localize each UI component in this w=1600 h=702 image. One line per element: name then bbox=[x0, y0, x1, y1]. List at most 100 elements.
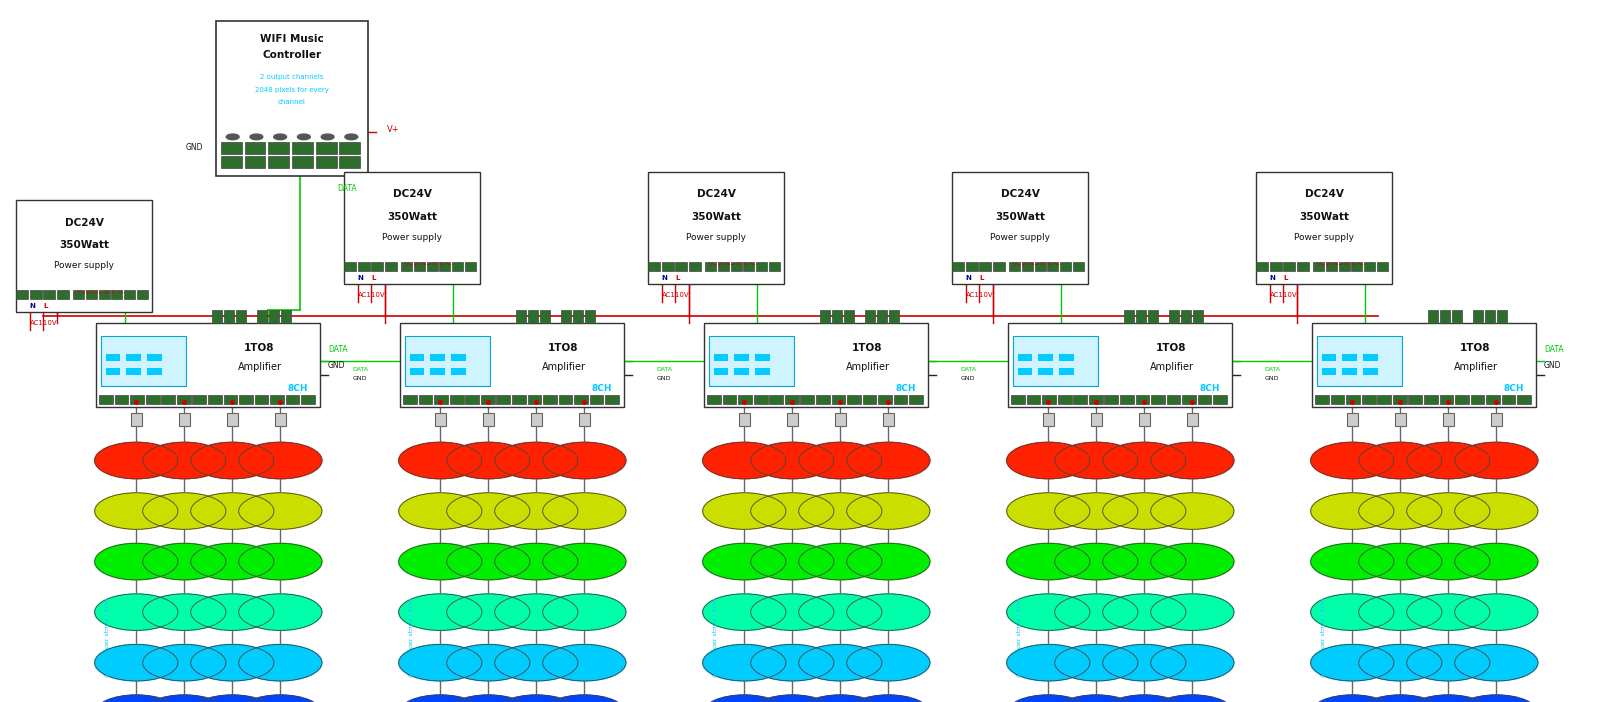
Circle shape bbox=[798, 493, 882, 529]
Bar bbox=[192, 395, 206, 404]
Bar bbox=[787, 413, 798, 426]
Bar bbox=[1443, 413, 1454, 426]
Bar bbox=[386, 262, 397, 271]
Text: DC24V: DC24V bbox=[1304, 190, 1344, 199]
Bar bbox=[846, 395, 861, 404]
Bar bbox=[862, 395, 877, 404]
Circle shape bbox=[94, 695, 178, 702]
Text: GND: GND bbox=[352, 376, 368, 381]
Bar bbox=[1147, 310, 1158, 323]
Circle shape bbox=[274, 134, 286, 140]
Bar bbox=[562, 310, 571, 323]
Circle shape bbox=[702, 543, 786, 580]
Bar bbox=[1296, 262, 1309, 271]
Bar bbox=[115, 395, 128, 404]
Bar bbox=[130, 395, 144, 404]
Circle shape bbox=[1358, 695, 1442, 702]
Bar bbox=[579, 413, 590, 426]
Bar bbox=[878, 395, 891, 404]
Bar bbox=[1018, 354, 1032, 361]
Bar bbox=[1440, 310, 1450, 323]
Text: Power supply: Power supply bbox=[1294, 232, 1354, 241]
Bar bbox=[894, 395, 907, 404]
Text: 2048 pixels for every: 2048 pixels for every bbox=[254, 87, 330, 93]
Bar bbox=[1362, 395, 1376, 404]
Circle shape bbox=[142, 442, 226, 479]
Circle shape bbox=[322, 134, 334, 140]
Text: 1TO8: 1TO8 bbox=[245, 343, 275, 353]
Text: 8CH: 8CH bbox=[1504, 384, 1523, 393]
Bar bbox=[706, 262, 717, 271]
Bar bbox=[1408, 395, 1422, 404]
Bar bbox=[1059, 354, 1074, 361]
Text: 350Watt: 350Watt bbox=[995, 212, 1045, 222]
Bar bbox=[1187, 413, 1198, 426]
Circle shape bbox=[542, 695, 626, 702]
Bar bbox=[590, 395, 603, 404]
Text: L: L bbox=[979, 274, 984, 281]
Bar bbox=[258, 310, 267, 323]
Bar bbox=[992, 262, 1005, 271]
Circle shape bbox=[446, 594, 530, 630]
Circle shape bbox=[1310, 493, 1394, 529]
Bar bbox=[339, 142, 360, 154]
Bar bbox=[403, 395, 418, 404]
Bar bbox=[371, 262, 382, 271]
Circle shape bbox=[702, 594, 786, 630]
Circle shape bbox=[846, 594, 930, 630]
FancyBboxPatch shape bbox=[96, 323, 320, 407]
Bar bbox=[1314, 262, 1325, 271]
Bar bbox=[1322, 354, 1336, 361]
Bar bbox=[430, 368, 445, 375]
Circle shape bbox=[1006, 543, 1090, 580]
Text: 350Watt: 350Watt bbox=[387, 212, 437, 222]
Circle shape bbox=[238, 594, 322, 630]
Bar bbox=[99, 290, 110, 299]
Circle shape bbox=[142, 644, 226, 681]
FancyBboxPatch shape bbox=[1312, 323, 1536, 407]
Bar bbox=[1043, 413, 1054, 426]
Text: GND: GND bbox=[1264, 376, 1280, 381]
Bar bbox=[106, 354, 120, 361]
Bar bbox=[1139, 413, 1150, 426]
Bar bbox=[800, 395, 814, 404]
Bar bbox=[843, 310, 854, 323]
Bar bbox=[1502, 395, 1515, 404]
Circle shape bbox=[750, 594, 834, 630]
FancyBboxPatch shape bbox=[405, 336, 490, 386]
Bar bbox=[1394, 395, 1406, 404]
Circle shape bbox=[1006, 442, 1090, 479]
Circle shape bbox=[190, 493, 274, 529]
FancyBboxPatch shape bbox=[216, 21, 368, 176]
Text: 350Watt: 350Watt bbox=[691, 212, 741, 222]
Text: 8CH: 8CH bbox=[1200, 384, 1219, 393]
Text: GND: GND bbox=[1544, 361, 1562, 369]
Text: DATA: DATA bbox=[328, 345, 347, 355]
FancyBboxPatch shape bbox=[1008, 323, 1232, 407]
Text: 40 bulbs per string - 10m: 40 bulbs per string - 10m bbox=[712, 597, 718, 677]
Bar bbox=[451, 354, 466, 361]
Circle shape bbox=[1102, 442, 1186, 479]
Text: V+V+V+ V- V- V-: V+V+V+ V- V- V- bbox=[709, 262, 755, 267]
Circle shape bbox=[1454, 543, 1538, 580]
Circle shape bbox=[1358, 644, 1442, 681]
Bar bbox=[512, 395, 526, 404]
Text: Amplifier: Amplifier bbox=[1149, 362, 1194, 372]
Bar bbox=[1440, 395, 1453, 404]
Circle shape bbox=[1310, 644, 1394, 681]
Bar bbox=[86, 290, 98, 299]
Bar bbox=[573, 310, 582, 323]
Bar bbox=[16, 290, 27, 299]
Text: 8CH: 8CH bbox=[592, 384, 611, 393]
Circle shape bbox=[398, 442, 482, 479]
Circle shape bbox=[1006, 493, 1090, 529]
Bar bbox=[1011, 395, 1026, 404]
Text: V+V+V+ V- V- V-: V+V+V+ V- V- V- bbox=[77, 290, 123, 295]
Text: L: L bbox=[371, 274, 376, 281]
FancyBboxPatch shape bbox=[1013, 336, 1098, 386]
Bar bbox=[208, 395, 222, 404]
Text: V+: V+ bbox=[387, 125, 400, 133]
Bar bbox=[339, 156, 360, 168]
Circle shape bbox=[1006, 644, 1090, 681]
Bar bbox=[909, 395, 923, 404]
